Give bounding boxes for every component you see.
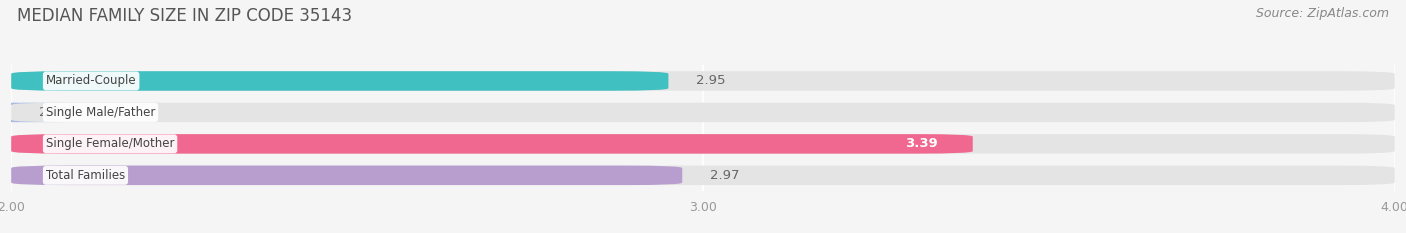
Text: Source: ZipAtlas.com: Source: ZipAtlas.com	[1256, 7, 1389, 20]
Text: 2.95: 2.95	[696, 75, 725, 87]
Text: 2.97: 2.97	[710, 169, 740, 182]
Text: 3.39: 3.39	[905, 137, 938, 150]
FancyBboxPatch shape	[11, 71, 668, 91]
Text: Single Female/Mother: Single Female/Mother	[46, 137, 174, 150]
Text: MEDIAN FAMILY SIZE IN ZIP CODE 35143: MEDIAN FAMILY SIZE IN ZIP CODE 35143	[17, 7, 352, 25]
FancyBboxPatch shape	[11, 71, 1395, 91]
FancyBboxPatch shape	[0, 103, 66, 122]
Text: Married-Couple: Married-Couple	[46, 75, 136, 87]
FancyBboxPatch shape	[11, 166, 1395, 185]
FancyBboxPatch shape	[11, 134, 973, 154]
FancyBboxPatch shape	[11, 166, 682, 185]
Text: Total Families: Total Families	[46, 169, 125, 182]
Text: 2.00: 2.00	[39, 106, 69, 119]
FancyBboxPatch shape	[11, 103, 1395, 122]
FancyBboxPatch shape	[11, 134, 1395, 154]
Text: Single Male/Father: Single Male/Father	[46, 106, 155, 119]
